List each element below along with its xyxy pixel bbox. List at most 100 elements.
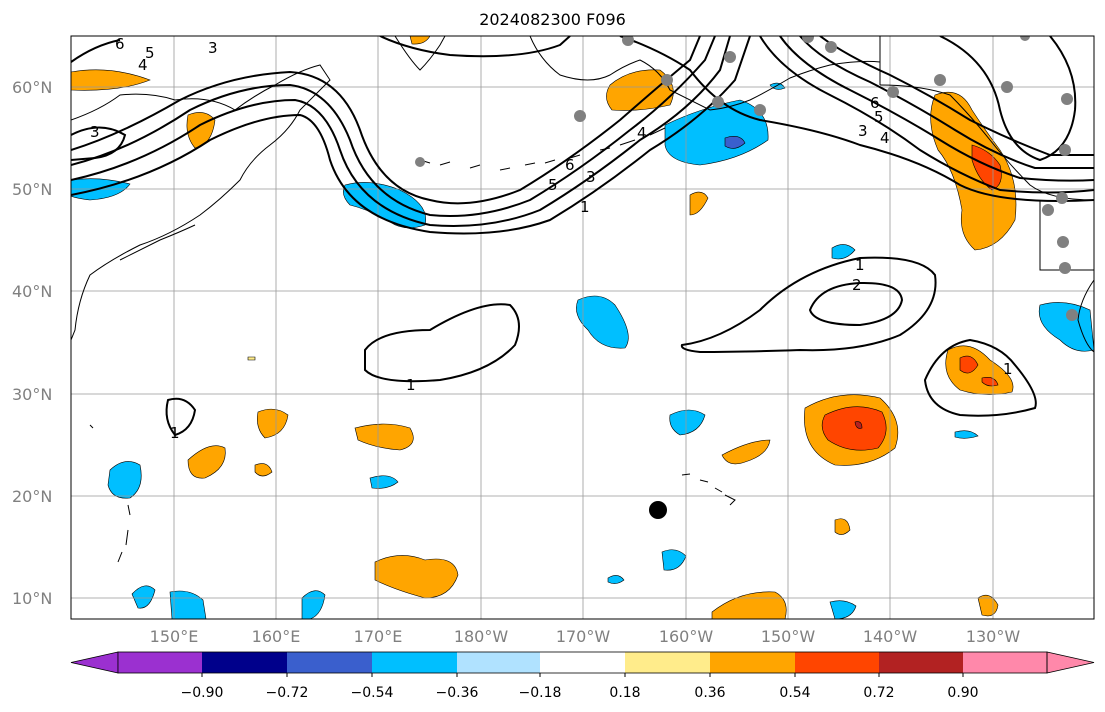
contour-label: 6 xyxy=(565,156,575,174)
lon-label: 160°E xyxy=(252,627,301,646)
colorbar-tick-label: −0.36 xyxy=(436,685,479,701)
positive-anomaly-patch xyxy=(854,421,863,429)
negative-anomaly-patch xyxy=(576,295,629,349)
negative-anomaly-patch xyxy=(131,585,156,609)
colorbar-segment xyxy=(879,652,963,673)
storm-center-marker xyxy=(649,501,667,519)
colorbar-segment xyxy=(625,652,710,673)
contour-label: 6 xyxy=(115,35,125,53)
latitude-labels: 60°N 50°N 40°N 30°N 20°N 10°N xyxy=(12,78,52,608)
colorbar-tick-label: −0.54 xyxy=(351,685,394,701)
colorbar-segment xyxy=(372,652,457,673)
positive-anomaly-patch xyxy=(711,591,787,619)
contour-label: 3 xyxy=(586,168,596,186)
negative-anomaly-patch xyxy=(1038,302,1094,352)
colorbar-tick-label: −0.90 xyxy=(181,685,224,701)
positive-anomaly-patch xyxy=(721,439,771,465)
colorbar-tick-label: 0.72 xyxy=(863,685,894,701)
colorbar-segment xyxy=(202,652,287,673)
colorbar-segment xyxy=(457,652,540,673)
lat-label: 30°N xyxy=(12,385,52,404)
positive-anomaly-patch xyxy=(257,408,289,439)
colorbar-extend-low xyxy=(70,651,119,674)
lon-label: 140°W xyxy=(863,627,918,646)
colorbar-tick-label: −0.18 xyxy=(519,685,562,701)
negative-anomaly-patch xyxy=(831,244,856,260)
positive-anomaly-patch xyxy=(930,91,1017,251)
lon-label: 130°W xyxy=(966,627,1021,646)
shaded-anomalies xyxy=(71,36,1094,619)
station-dots xyxy=(415,36,1078,321)
lon-label: 180°W xyxy=(454,627,509,646)
negative-anomaly-patch xyxy=(669,409,706,436)
colorbar-segment xyxy=(963,652,1047,673)
positive-anomaly-patch xyxy=(254,463,273,477)
positive-anomaly-patch xyxy=(821,406,887,451)
contour-label: 5 xyxy=(874,108,884,126)
negative-anomaly-patch xyxy=(107,461,142,499)
positive-anomaly-patch xyxy=(959,355,979,374)
lat-label: 50°N xyxy=(12,180,52,199)
negative-anomaly-patch xyxy=(724,136,746,149)
colorbar-tick-label: −0.72 xyxy=(266,685,309,701)
lon-label: 170°E xyxy=(354,627,403,646)
contour-label: 4 xyxy=(637,124,647,142)
colorbar-segment xyxy=(287,652,372,673)
contour-label: 3 xyxy=(90,123,100,141)
lat-label: 10°N xyxy=(12,589,52,608)
colorbar-tick-label: 0.18 xyxy=(609,685,640,701)
contour-label: 6 xyxy=(870,94,880,112)
contour-label: 4 xyxy=(138,56,148,74)
colorbar-tick-labels: −0.90 −0.72 −0.54 −0.36 −0.18 0.18 0.36 … xyxy=(181,685,979,701)
lat-label: 60°N xyxy=(12,78,52,97)
plot-area xyxy=(71,36,1094,619)
contour-label: 1 xyxy=(855,256,865,274)
contour-label: 3 xyxy=(858,122,868,140)
contour-label: 4 xyxy=(880,129,890,147)
positive-anomaly-patch xyxy=(689,191,709,216)
contour-label: 1 xyxy=(1003,360,1013,378)
contour-label-group: 6 5 4 3 3 6 5 4 3 1 6 5 4 3 1 2 1 1 1 xyxy=(90,35,1013,442)
lon-label: 170°W xyxy=(556,627,611,646)
colorbar-frame xyxy=(117,651,1048,674)
positive-anomaly-patch xyxy=(374,555,459,599)
lon-label: 150°E xyxy=(150,627,199,646)
negative-anomaly-patch xyxy=(607,575,625,584)
positive-anomaly-patch xyxy=(834,518,851,535)
contour-lines xyxy=(71,36,1094,437)
colorbar-extend-high xyxy=(1046,651,1095,674)
positive-anomaly-patch xyxy=(981,377,999,387)
contour-label: 2 xyxy=(852,276,862,294)
positive-anomaly-patch xyxy=(71,69,151,91)
contour-label: 1 xyxy=(406,376,416,394)
positive-anomaly-patch xyxy=(187,445,226,479)
positive-anomaly-patch xyxy=(247,356,256,361)
map-title: 2024082300 F096 xyxy=(479,10,626,29)
lon-label: 160°W xyxy=(659,627,714,646)
contour-label: 5 xyxy=(145,44,155,62)
lat-label: 40°N xyxy=(12,282,52,301)
colorbar-segment xyxy=(710,652,795,673)
plot-frame xyxy=(70,35,1095,620)
colorbar-tick-label: 0.54 xyxy=(779,685,810,701)
contour-label: 5 xyxy=(548,176,558,194)
positive-anomaly-patch xyxy=(606,69,674,111)
contour-label: 1 xyxy=(580,198,590,216)
positive-anomaly-patch xyxy=(354,423,414,451)
colorbar-tick-label: 0.90 xyxy=(947,685,978,701)
colorbar xyxy=(70,651,1095,677)
colorbar-tick-label: 0.36 xyxy=(694,685,725,701)
positive-anomaly-patch xyxy=(971,144,1002,191)
lon-label: 150°W xyxy=(761,627,816,646)
negative-anomaly-patch xyxy=(954,430,979,439)
lat-label: 20°N xyxy=(12,487,52,506)
longitude-labels: 150°E 160°E 170°E 180°W 170°W 160°W 150°… xyxy=(150,627,1021,646)
contour-label: 1 xyxy=(170,424,180,442)
colorbar-segment xyxy=(795,652,879,673)
negative-anomaly-patch xyxy=(829,600,857,619)
contour-label: 3 xyxy=(208,39,218,57)
graticule xyxy=(71,36,1094,619)
colorbar-segment xyxy=(118,652,202,673)
colorbar-segment xyxy=(540,652,625,673)
